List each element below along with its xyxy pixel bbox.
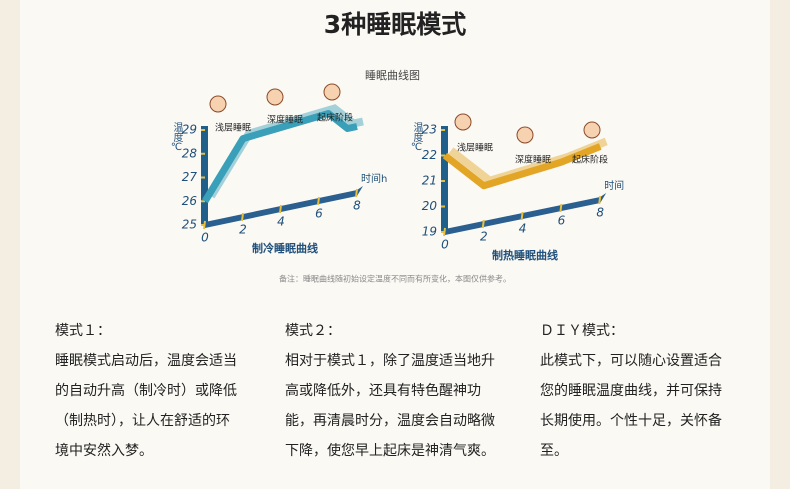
x-tick (559, 203, 563, 213)
x-tick (520, 211, 524, 221)
x-axis (205, 186, 363, 228)
mode-text: 高或降低外，还具有特色醒神功 (285, 382, 481, 399)
y-axis-label: 温度℃ (411, 122, 423, 153)
x-tick (203, 220, 206, 230)
mode-text: 至。 (540, 443, 568, 459)
face-icon (266, 88, 284, 106)
face-icon (209, 95, 227, 113)
mode-text: 能，再清晨时分，温度会自动略微 (285, 413, 495, 429)
mode-title: ＤＩＹ模式： (540, 323, 624, 339)
stage-label: 深度睡眠 (267, 114, 303, 126)
chart-caption: 制热睡眠曲线 (492, 248, 558, 262)
chart-caption: 睡眠曲线图 (365, 68, 420, 82)
stage-label: 浅层睡眠 (457, 142, 493, 154)
mode-title: 模式２： (285, 323, 341, 339)
note: 备注：睡眠曲线随初始设定温度不同而有所变化，本图仅供参考。 (279, 274, 511, 284)
x-axis-label: 时间 (604, 179, 624, 192)
y-tick-label: 29 (182, 123, 197, 137)
x-tick (598, 195, 602, 205)
chart-caption: 制冷睡眠曲线 (252, 241, 318, 255)
y-axis (441, 126, 448, 232)
x-tick (481, 219, 485, 229)
x-tick-label: 2 (480, 230, 488, 244)
x-tick-label: 8 (353, 199, 361, 213)
x-tick-label: 6 (558, 214, 566, 228)
stage-label: 浅层睡眠 (215, 122, 251, 134)
x-tick-label: 0 (201, 231, 209, 245)
x-tick (317, 196, 320, 206)
stage-label: 起床阶段 (572, 154, 608, 166)
x-tick-label: 4 (519, 222, 527, 236)
x-tick (279, 204, 282, 214)
mode-text: 下降，使您早上起床是神清气爽。 (285, 442, 495, 459)
y-tick-label: 20 (422, 199, 438, 213)
mode-text: （制热时），让人在舒适的环 (55, 413, 230, 429)
face-icon (323, 83, 341, 101)
face-icon (454, 113, 472, 131)
stage-label: 起床阶段 (317, 112, 353, 124)
x-axis-label: 时间h (361, 172, 387, 185)
x-tick (443, 227, 446, 237)
y-tick-label: 26 (182, 194, 198, 208)
y-tick-label: 19 (422, 225, 437, 239)
y-tick-label: 23 (422, 123, 437, 137)
mode-text: 睡眠模式启动后，温度会适当 (55, 353, 237, 369)
x-tick-label: 8 (596, 206, 604, 220)
mode-title: 模式１： (55, 323, 111, 339)
y-tick-label: 22 (422, 148, 437, 162)
y-axis-label: 温度℃ (171, 122, 183, 153)
curve (442, 143, 602, 190)
face-icon (516, 126, 534, 144)
x-tick-label: 0 (441, 238, 449, 252)
x-tick-label: 6 (315, 207, 323, 221)
y-tick-label: 27 (182, 170, 198, 184)
x-tick (241, 212, 244, 222)
mode-text: 此模式下，可以随心设置适合 (540, 353, 722, 369)
y-tick-label: 28 (182, 146, 198, 160)
mode-text: 相对于模式１，除了温度适当地升 (285, 353, 495, 369)
mode-text: 您的睡眠温度曲线，并可保持 (540, 382, 722, 399)
mode-text: 长期使用。个性十足，关怀备 (540, 412, 722, 429)
x-tick-label: 2 (239, 223, 247, 237)
mode-text: 的自动升高（制冷时）或降低 (55, 382, 237, 399)
curve (202, 110, 358, 204)
title: 3种睡眠模式 (324, 10, 466, 39)
face-icon (583, 121, 601, 139)
x-tick (355, 188, 358, 198)
x-tick-label: 4 (277, 215, 285, 229)
stage-label: 深度睡眠 (515, 154, 551, 166)
panel (20, 0, 770, 489)
y-tick-label: 25 (182, 218, 197, 232)
y-tick-label: 21 (422, 174, 437, 188)
x-axis (445, 193, 607, 235)
mode-text: 境中安然入梦。 (55, 442, 153, 459)
y-axis (201, 126, 208, 225)
